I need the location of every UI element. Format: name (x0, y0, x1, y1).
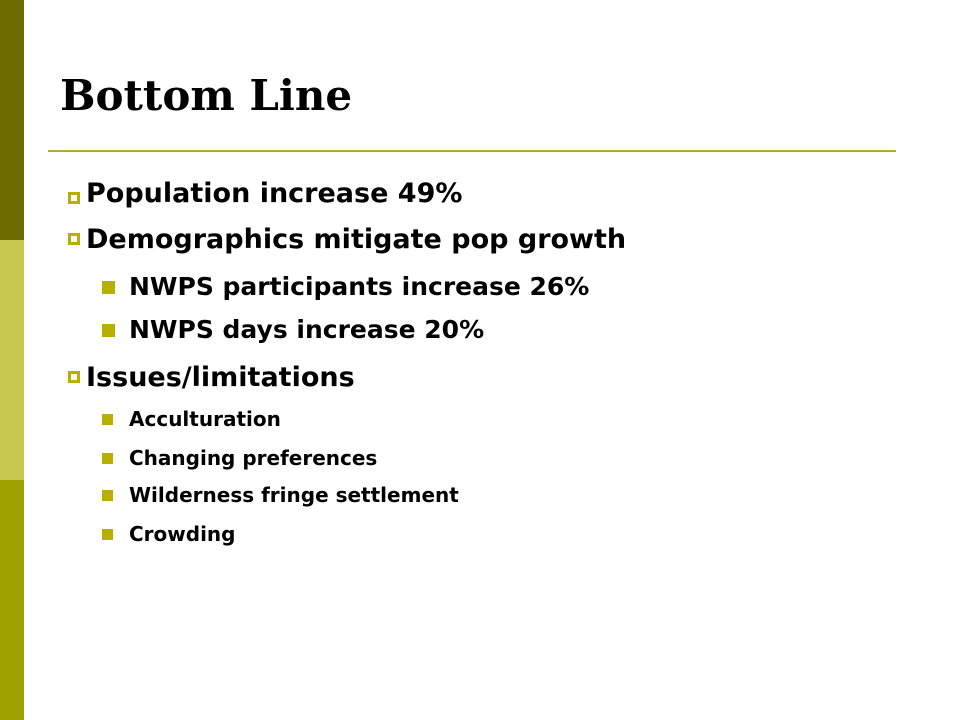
sidebar-segment-bottom (0, 480, 24, 720)
filled-square-bullet-icon (102, 281, 115, 294)
sub-bullet-item: Changing preferences (129, 446, 378, 470)
slide-title: Bottom Line (60, 71, 353, 120)
hollow-square-bullet-icon (68, 192, 80, 204)
bullet-item: Demographics mitigate pop growth (86, 224, 627, 255)
filled-square-bullet-icon (102, 529, 113, 540)
filled-square-bullet-icon (102, 490, 113, 501)
hollow-square-bullet-icon (68, 371, 80, 383)
sub-bullet-item: Wilderness fringe settlement (129, 483, 459, 507)
sub-bullet-item: Crowding (129, 522, 236, 546)
sidebar-segment-middle (0, 240, 24, 480)
sub-bullet-item: NWPS participants increase 26% (129, 272, 590, 301)
hollow-square-bullet-icon (68, 233, 80, 245)
sub-bullet-item: NWPS days increase 20% (129, 315, 485, 344)
sidebar-segment-top (0, 0, 24, 240)
title-divider (48, 150, 896, 152)
filled-square-bullet-icon (102, 414, 113, 425)
filled-square-bullet-icon (102, 453, 113, 464)
sub-bullet-item: Acculturation (129, 407, 281, 431)
bullet-item: Population increase 49% (86, 178, 463, 209)
bullet-item: Issues/limitations (86, 362, 355, 393)
filled-square-bullet-icon (102, 324, 115, 337)
sidebar-accent-bar (0, 0, 24, 720)
